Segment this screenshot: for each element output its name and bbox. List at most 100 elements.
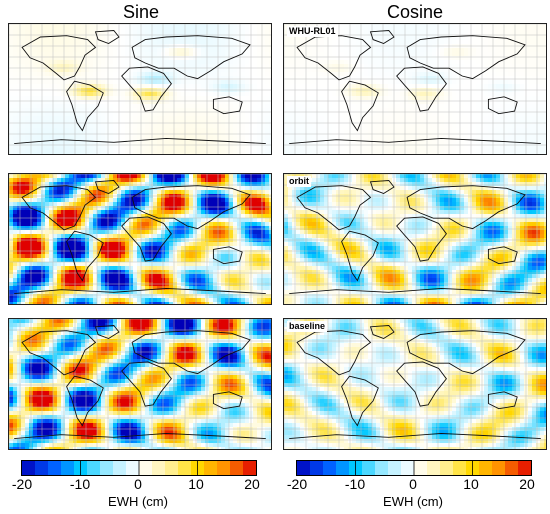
field-cell [185, 60, 189, 64]
field-cell [229, 80, 233, 84]
field-cell [85, 174, 89, 178]
field-cell [440, 60, 444, 64]
field-cell [169, 76, 173, 80]
field-cell [89, 178, 93, 182]
field-cell [261, 52, 265, 56]
field-cell [388, 128, 392, 132]
field-cell [512, 84, 516, 88]
field-cell [41, 178, 45, 182]
field-cell [145, 202, 149, 206]
field-cell [77, 52, 81, 56]
field-cell [105, 186, 109, 190]
field-cell [65, 174, 69, 178]
field-cell [169, 72, 173, 76]
field-cell [189, 116, 193, 120]
field-cell [536, 60, 540, 64]
field-cell [229, 60, 233, 64]
field-cell [173, 64, 177, 68]
field-cell [476, 32, 480, 36]
field-cell [45, 120, 49, 124]
field-cell [504, 76, 508, 80]
field-cell [448, 116, 452, 120]
field-cell [125, 144, 129, 148]
field-cell [93, 174, 97, 178]
field-cell [536, 152, 540, 154]
field-cell [516, 80, 520, 84]
field-cell [137, 72, 141, 76]
field-cell [420, 52, 424, 56]
field-cell [129, 124, 133, 128]
field-cell [41, 136, 45, 140]
field-cell [105, 52, 109, 56]
field-cell [109, 202, 113, 206]
field-cell [284, 116, 288, 120]
field-cell [340, 140, 344, 144]
field-cell [456, 148, 460, 152]
field-cell [209, 72, 213, 76]
field-cell [412, 124, 416, 128]
field-cell [261, 108, 265, 112]
field-cell [77, 202, 81, 206]
field-cell [253, 80, 257, 84]
field-cell [400, 112, 404, 116]
field-cell [368, 96, 372, 100]
field-cell [368, 64, 372, 68]
field-cell [536, 112, 540, 116]
field-cell [324, 100, 328, 104]
field-cell [237, 148, 241, 152]
field-cell [257, 52, 261, 56]
field-cell [77, 174, 81, 178]
field-cell [213, 40, 217, 44]
field-cell [121, 84, 125, 88]
field-cell [45, 56, 49, 60]
field-cell [412, 84, 416, 88]
field-cell [372, 144, 376, 148]
field-cell [105, 108, 109, 112]
field-cell [320, 68, 324, 72]
field-cell [356, 144, 360, 148]
field-cell [9, 60, 13, 64]
field-cell [328, 80, 332, 84]
field-cell [25, 136, 29, 140]
field-cell [125, 68, 129, 72]
field-cell [372, 108, 376, 112]
field-cell [209, 92, 213, 96]
field-cell [416, 72, 420, 76]
field-cell [468, 84, 472, 88]
field-cell [336, 112, 340, 116]
field-cell [332, 92, 336, 96]
field-cell [229, 76, 233, 80]
field-cell [376, 56, 380, 60]
field-cell [484, 104, 488, 108]
field-cell [408, 24, 412, 28]
field-cell [137, 202, 141, 206]
field-cell [61, 144, 65, 148]
field-cell [400, 64, 404, 68]
field-cell [45, 24, 49, 28]
field-cell [484, 56, 488, 60]
title-cosine: Cosine [280, 2, 550, 23]
field-cell [25, 144, 29, 148]
field-cell [324, 124, 328, 128]
field-cell [145, 56, 149, 60]
field-cell [412, 24, 416, 28]
field-cell [169, 92, 173, 96]
field-cell [364, 148, 368, 152]
field-cell [384, 36, 388, 40]
field-cell [245, 56, 249, 60]
field-cell [61, 178, 65, 182]
field-cell [368, 116, 372, 120]
field-cell [233, 148, 237, 152]
field-cell [137, 124, 141, 128]
field-cell [9, 104, 13, 108]
field-cell [185, 116, 189, 120]
field-cell [89, 80, 93, 84]
field-cell [9, 48, 13, 52]
field-cell [201, 174, 205, 178]
field-cell [241, 24, 245, 28]
field-cell [245, 128, 249, 132]
field-cell [332, 48, 336, 52]
field-cell [37, 112, 41, 116]
field-cell [516, 112, 520, 116]
field-cell [213, 52, 217, 56]
